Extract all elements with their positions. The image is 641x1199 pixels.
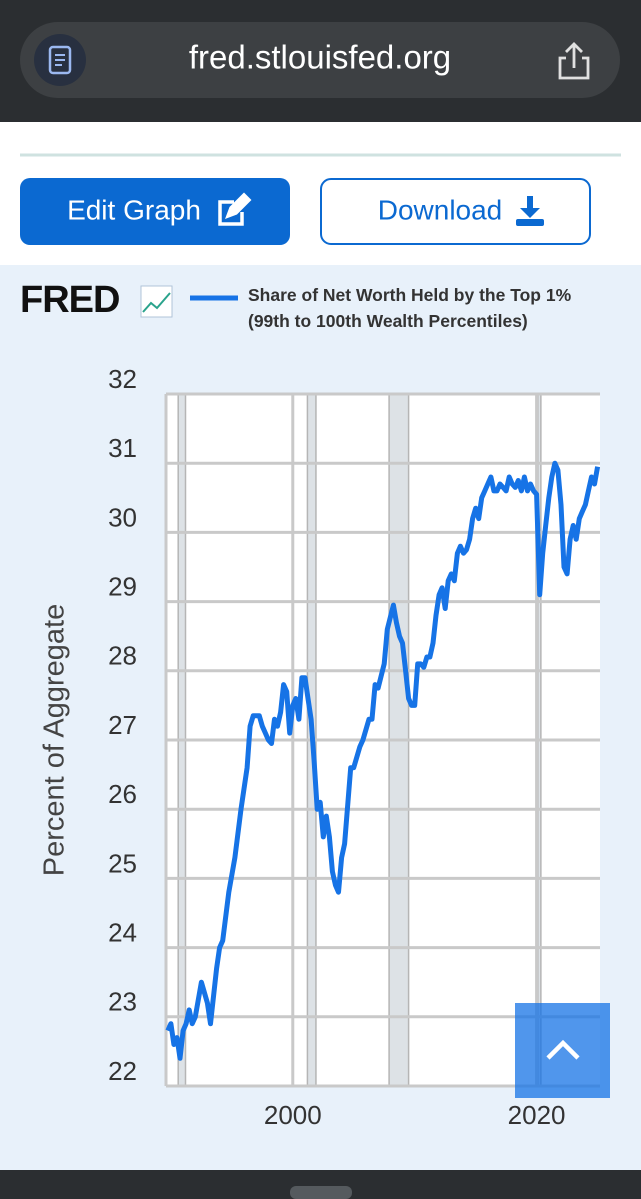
home-indicator[interactable] (290, 1186, 352, 1199)
share-icon[interactable] (558, 42, 590, 80)
edit-icon (218, 192, 252, 226)
url-text[interactable]: fred.stlouisfed.org (189, 39, 451, 76)
url-field[interactable] (20, 22, 620, 98)
data-line (165, 460, 601, 1061)
page-icon-lines (55, 54, 65, 66)
download-icon (516, 196, 544, 226)
scroll-top-button[interactable] (515, 1003, 610, 1098)
y-tick-label: 26 (108, 779, 137, 809)
edit-button[interactable] (20, 178, 290, 245)
y-tick-label: 23 (108, 987, 137, 1017)
x-tick-label: 2000 (264, 1100, 322, 1130)
y-tick-label: 29 (108, 571, 137, 601)
chart: 22 23 24 25 26 27 28 29 30 31 32 2000 2020 (108, 295, 601, 1130)
logo-chart-icon (140, 285, 173, 318)
y-tick-label: 31 (108, 433, 137, 463)
y-axis-label: Percent of Aggregate (39, 604, 71, 876)
y-tick-label: 32 (108, 364, 137, 394)
y-tick-label: 30 (108, 502, 137, 532)
y-tick-label: 28 (108, 641, 137, 671)
x-tick-label: 2020 (508, 1100, 566, 1130)
scroll-top-icon (546, 1039, 580, 1060)
page-icon (48, 45, 72, 75)
logo-chart-line (142, 292, 171, 313)
edit-label[interactable]: Edit Graph (67, 194, 201, 225)
y-tick-label: 25 (108, 848, 137, 878)
y-tick-label: 24 (108, 917, 137, 947)
legend-label: Share of Net Worth Held by the Top 1% (9… (248, 285, 572, 331)
y-tick-label: 22 (108, 1056, 137, 1086)
download-button[interactable] (320, 178, 591, 245)
y-tick-label: 27 (108, 710, 137, 740)
download-label[interactable]: Download (378, 194, 503, 225)
fred-logo: FRED (20, 279, 119, 321)
